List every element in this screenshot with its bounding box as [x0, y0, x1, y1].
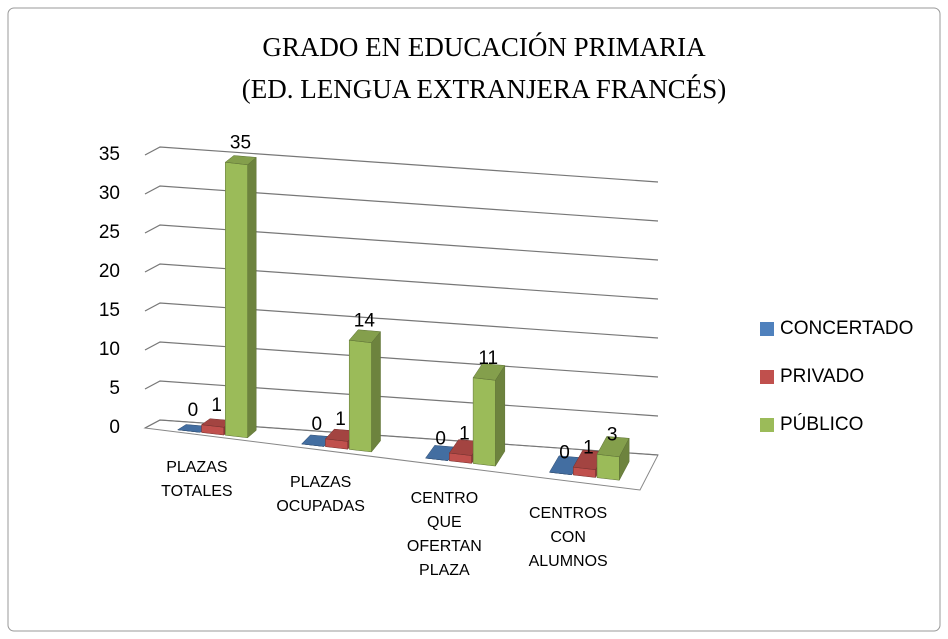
bar [348, 329, 382, 453]
y-tick-label: 15 [99, 300, 120, 321]
value-label: 1 [459, 423, 470, 444]
bar-front [348, 339, 372, 453]
x-tick-label: PLAZAS OCUPADAS [276, 474, 365, 516]
legend-swatch [760, 322, 774, 336]
value-label: 3 [607, 425, 618, 446]
value-label: 11 [478, 348, 498, 369]
value-label: 0 [188, 400, 199, 421]
legend-label: PÚBLICO [780, 413, 863, 435]
value-label: 0 [435, 428, 446, 449]
bar-front [596, 453, 620, 481]
bar-front [472, 377, 496, 467]
legend-label: PRIVADO [780, 366, 864, 387]
value-label: 35 [230, 133, 251, 154]
value-label: 1 [335, 409, 346, 430]
value-label: 1 [583, 437, 594, 458]
y-tick-label: 10 [99, 339, 120, 360]
bar-side [371, 330, 381, 453]
bar [224, 155, 257, 439]
bar-side [247, 156, 257, 439]
y-tick-label: 30 [99, 183, 120, 204]
grid-line [144, 185, 659, 222]
y-tick-label: 0 [109, 417, 120, 438]
bar-top [224, 155, 257, 166]
bar-top [596, 436, 630, 458]
y-tick-label: 25 [99, 222, 120, 243]
bar-top [348, 329, 382, 343]
value-label: 1 [211, 395, 222, 416]
bar-side [495, 364, 506, 467]
x-tick-label: CENTRO QUE OFERTAN PLAZA [406, 489, 482, 579]
bar-top [472, 363, 506, 381]
x-tick-label: PLAZAS TOTALES [161, 458, 233, 500]
legend-swatch [760, 370, 774, 384]
grid-line [144, 224, 659, 261]
value-label: 0 [311, 414, 322, 435]
x-tick-label: CENTROS CON ALUMNOS [528, 505, 608, 571]
bar [200, 418, 233, 436]
y-tick-label: 20 [99, 261, 120, 282]
chart-title: (ED. LENGUA EXTRANJERA FRANCÉS) [242, 74, 727, 104]
bar [596, 436, 630, 481]
bar-front [225, 161, 248, 439]
value-label: 14 [354, 310, 376, 331]
chart-title: GRADO EN EDUCACIÓN PRIMARIA [262, 32, 706, 62]
grid-line [144, 146, 659, 183]
legend-label: CONCERTADO [780, 318, 913, 339]
legend-swatch [760, 418, 774, 432]
y-tick-label: 35 [99, 144, 120, 165]
y-tick-label: 5 [109, 378, 120, 399]
grid-line [144, 263, 659, 300]
grid-line [144, 302, 659, 339]
bar [472, 363, 506, 467]
value-label: 0 [559, 443, 570, 464]
